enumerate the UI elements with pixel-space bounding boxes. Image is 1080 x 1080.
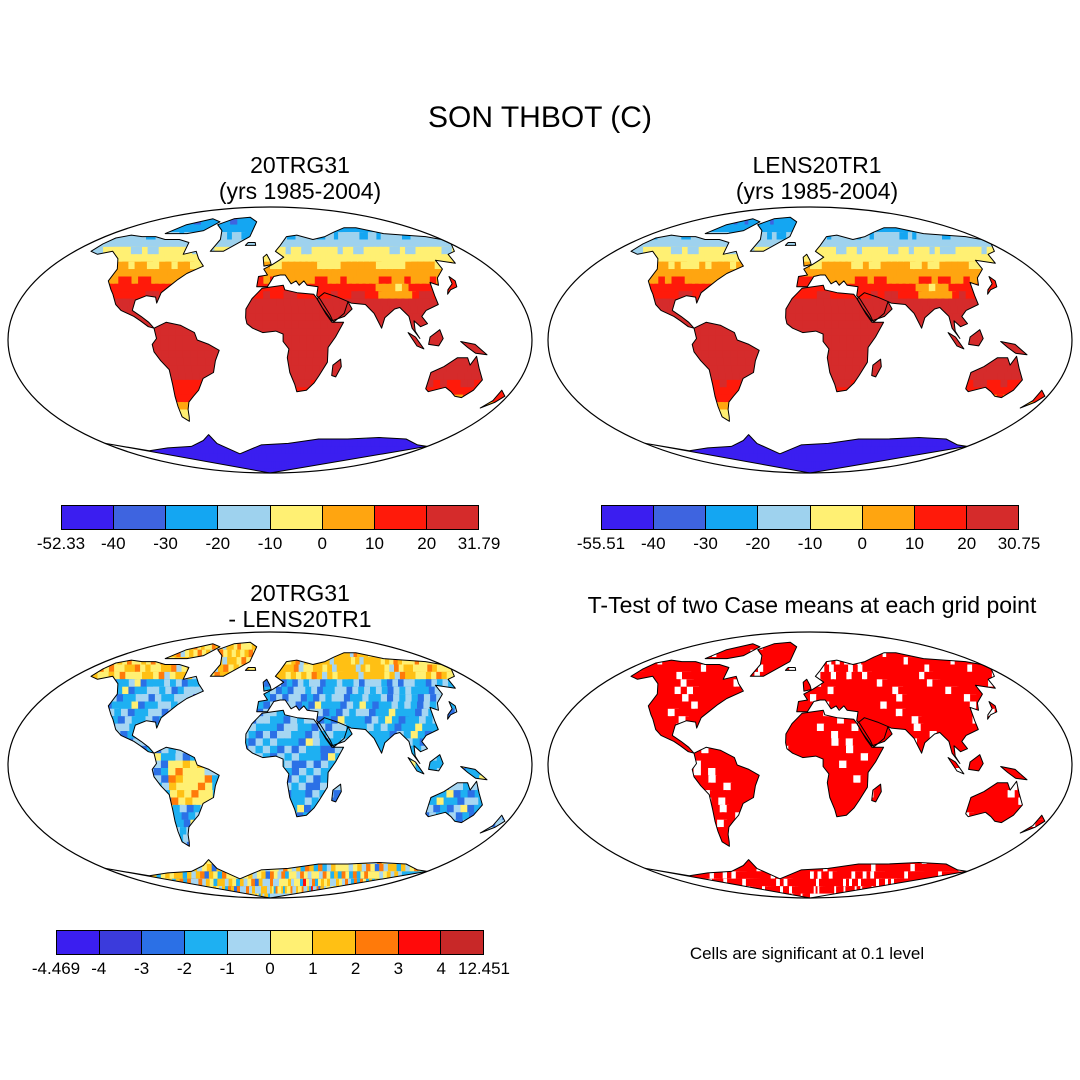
colorbar-tick-label: -1 [219,959,235,978]
map-panel-2 [547,206,1073,474]
colorbar-tick-label: 2 [350,959,361,978]
colorbar-tick-label: 0 [265,959,275,978]
colorbar-swatch [166,506,219,529]
map-panel-1 [7,206,533,474]
colorbar-tick-label: -20 [745,534,771,553]
colorbar-swatch [270,931,314,954]
colorbar-tick-label: -40 [640,534,666,553]
colorbar-swatch [441,931,484,954]
colorbar-swatch [57,931,100,954]
colorbar-swatch [218,506,271,529]
colorbar-tick-label: -40 [100,534,126,553]
colorbar-tick-label: 20 [417,534,437,553]
colorbar-swatch [270,506,323,529]
colorbar-swatch [426,506,478,529]
panel-title-3: 20TRG31 - LENS20TR1 [228,580,372,632]
colorbar-tick-label: 20 [957,534,977,553]
colorbar-tick-label: 0 [857,534,867,553]
colorbar-tick-label: -52.33 [36,534,86,553]
colorbar-3-ticks: -4.469 -4 -3 -2 -1 0 1 2 3 4 12.451 [32,959,510,981]
panel-title-4: T-Test of two Case means at each grid po… [587,592,1037,618]
colorbar-swatch [374,506,427,529]
colorbar-tick-label: 31.79 [457,534,501,553]
colorbar-swatch [142,931,186,954]
colorbar-tick-label: 12.451 [458,959,510,978]
figure-title: SON THBOT (C) [428,101,652,134]
colorbar-tick-label: 30.75 [997,534,1041,553]
panel-title-2: LENS20TR1 (yrs 1985-2004) [735,152,899,204]
colorbar-tick-label: 10 [905,534,924,553]
colorbar-swatch [862,506,915,529]
colorbar-1-ticks: -52.33 -40 -30 -20 -10 0 10 20 31.79 [37,534,500,556]
colorbar-swatch [185,931,228,954]
colorbar-swatch [758,506,811,529]
colorbar-swatch [114,506,167,529]
colorbar-tick-label: -4.469 [31,959,81,978]
colorbar-tick-label: -30 [153,534,178,553]
colorbar-tick-label: 3 [393,959,404,978]
panel-title-1: 20TRG31 (yrs 1985-2004) [218,152,382,204]
map-panel-3 [7,631,533,899]
colorbar-tick-label: -2 [176,959,192,978]
colorbar-swatch [313,931,356,954]
colorbar-tick-label: 10 [365,534,384,553]
colorbar-tick-label: -30 [693,534,718,553]
colorbar-swatch [398,931,442,954]
colorbar-tick-label: 4 [436,959,446,978]
colorbar-tick-label: 0 [317,534,327,553]
colorbar-swatch [602,506,655,529]
colorbar-swatch [966,506,1018,529]
colorbar-swatch [810,506,863,529]
significance-note: Cells are significant at 0.1 level [689,944,925,963]
colorbar-swatch [706,506,759,529]
colorbar-1 [61,505,479,530]
colorbar-tick-label: -20 [205,534,231,553]
colorbar-tick-label: 1 [308,959,318,978]
colorbar-3 [56,930,484,955]
colorbar-tick-label: -55.51 [576,534,626,553]
colorbar-swatch [227,931,271,954]
map-panel-4 [547,631,1073,899]
colorbar-tick-label: -10 [257,534,283,553]
colorbar-2-ticks: -55.51 -40 -30 -20 -10 0 10 20 30.75 [577,534,1040,556]
colorbar-swatch [99,931,143,954]
colorbar-swatch [914,506,967,529]
colorbar-swatch [654,506,707,529]
colorbar-swatch [62,506,115,529]
colorbar-tick-label: -10 [797,534,823,553]
colorbar-tick-label: -4 [91,959,107,978]
colorbar-tick-label: -3 [134,959,150,978]
colorbar-swatch [322,506,375,529]
colorbar-swatch [355,931,399,954]
colorbar-2 [601,505,1019,530]
